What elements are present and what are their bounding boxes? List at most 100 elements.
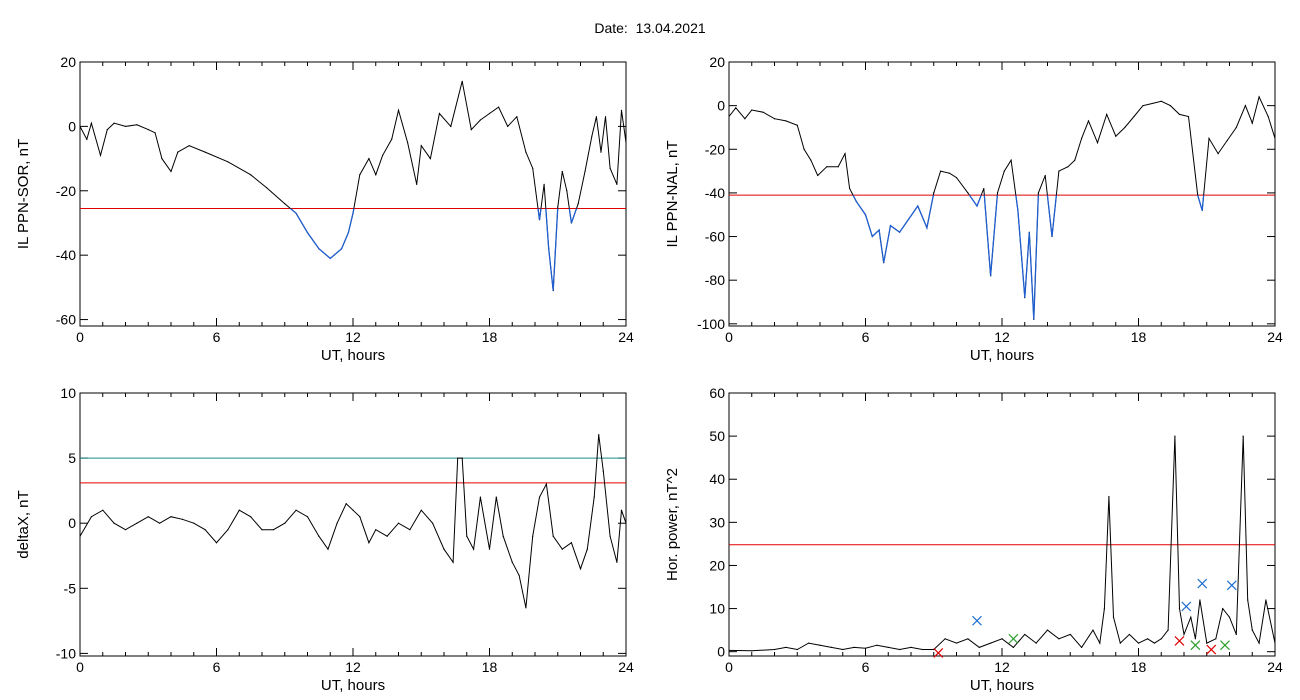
data-point [391,138,393,140]
data-point [1074,159,1076,161]
x-tick-label: 0 [76,659,84,675]
data-point [561,548,563,550]
data-point [177,151,179,153]
data-point [735,107,737,109]
data-point [887,646,889,648]
data-point [1235,126,1237,129]
x-tick-label: 24 [618,659,634,675]
x-marker [1197,578,1208,589]
data-point [785,120,787,122]
data-point [1187,115,1190,118]
chart-panel-sor: 0 6 12 18 24 20 0 -20 -40 -60 UT, hours IL PPN-SOR,… [15,54,634,364]
data-point [1215,638,1217,640]
data-point [420,145,422,147]
data-point [420,509,422,511]
plot-frame [79,392,627,657]
x-marker [1190,640,1201,651]
data-point [227,161,229,163]
data-point [593,496,595,498]
data-point [609,535,611,537]
y-tick-label: -20 [56,183,76,199]
data-point [272,529,274,531]
data-point [1265,599,1267,601]
data-point [876,644,878,646]
data-point [359,516,361,518]
data-point [796,124,798,126]
y-axis-label: IL PPN-NAL, nT [664,141,681,248]
chart-panel-nal: 0 6 12 18 24 20 0 -20 -40 -60 -80 -100 UT, hours IL P… [664,54,1283,364]
data-point [1169,105,1171,107]
data-point [570,542,573,544]
x-marker [1008,633,1019,644]
data-point [1012,646,1014,648]
data-point [808,642,810,644]
data-point [625,141,626,144]
data-point [944,638,946,640]
data-point [817,174,819,177]
data-point [1024,633,1026,636]
data-point [543,183,545,185]
data-point [955,177,958,179]
data-point [488,112,491,115]
data-point [848,187,851,190]
data-point [1069,633,1071,636]
x-tick-label: 12 [345,329,361,345]
data-point [368,542,370,544]
data-point [1142,105,1144,107]
x-marker [1220,640,1230,651]
data-point [545,483,547,485]
data-point [1010,159,1012,161]
data-point [136,124,138,126]
data-point [552,535,554,537]
y-tick-label: -5 [64,580,77,596]
plot-frame [728,392,1276,657]
x-tick-label: 6 [213,659,221,675]
data-point [967,192,969,194]
data-point [154,132,156,134]
chart-panel-deltax: 0 6 12 18 24 10 5 0 -5 -10 UT, hours deltaX, nT [15,385,634,694]
data-point [609,167,611,169]
data-point [773,648,776,651]
data-point [409,529,411,531]
data-point [1003,170,1005,172]
data-point [1087,120,1090,122]
data-point [161,157,163,160]
x-tick-label: 12 [994,329,1010,345]
data-point [1160,100,1162,102]
data-point [124,529,127,531]
x-tick-label: 18 [1131,329,1147,345]
data-point [604,116,607,118]
data-point [1178,607,1181,610]
x-tick-label: 0 [725,659,733,675]
data-point [1081,646,1083,648]
data-point [516,116,518,118]
data-point [518,574,520,576]
data-point [352,509,354,511]
x-axis-label: UT, hours [970,347,1034,364]
data-point [1194,638,1196,640]
x-tick-label: 18 [482,659,498,675]
data-point [983,187,985,190]
data-point [538,496,541,498]
data-point [432,522,434,524]
data-point [586,548,588,550]
data-point [306,516,309,518]
data-point [238,509,240,511]
data-point [1258,96,1260,98]
page-title: Date: 13.04.2021 [594,20,706,36]
x-marker [1226,580,1237,591]
data-point [1137,642,1140,644]
series-line-below-threshold [852,195,1205,320]
data-point [595,116,598,118]
y-tick-label: 30 [709,514,725,530]
y-tick-label: -100 [697,316,725,332]
data-point [525,607,527,609]
data-point [507,125,509,127]
data-point [532,535,534,537]
data-point [1235,633,1237,636]
y-tick-label: 40 [709,471,725,487]
data-point [443,548,445,550]
data-point [566,190,568,192]
data-point [1242,435,1244,437]
data-point [978,646,980,648]
